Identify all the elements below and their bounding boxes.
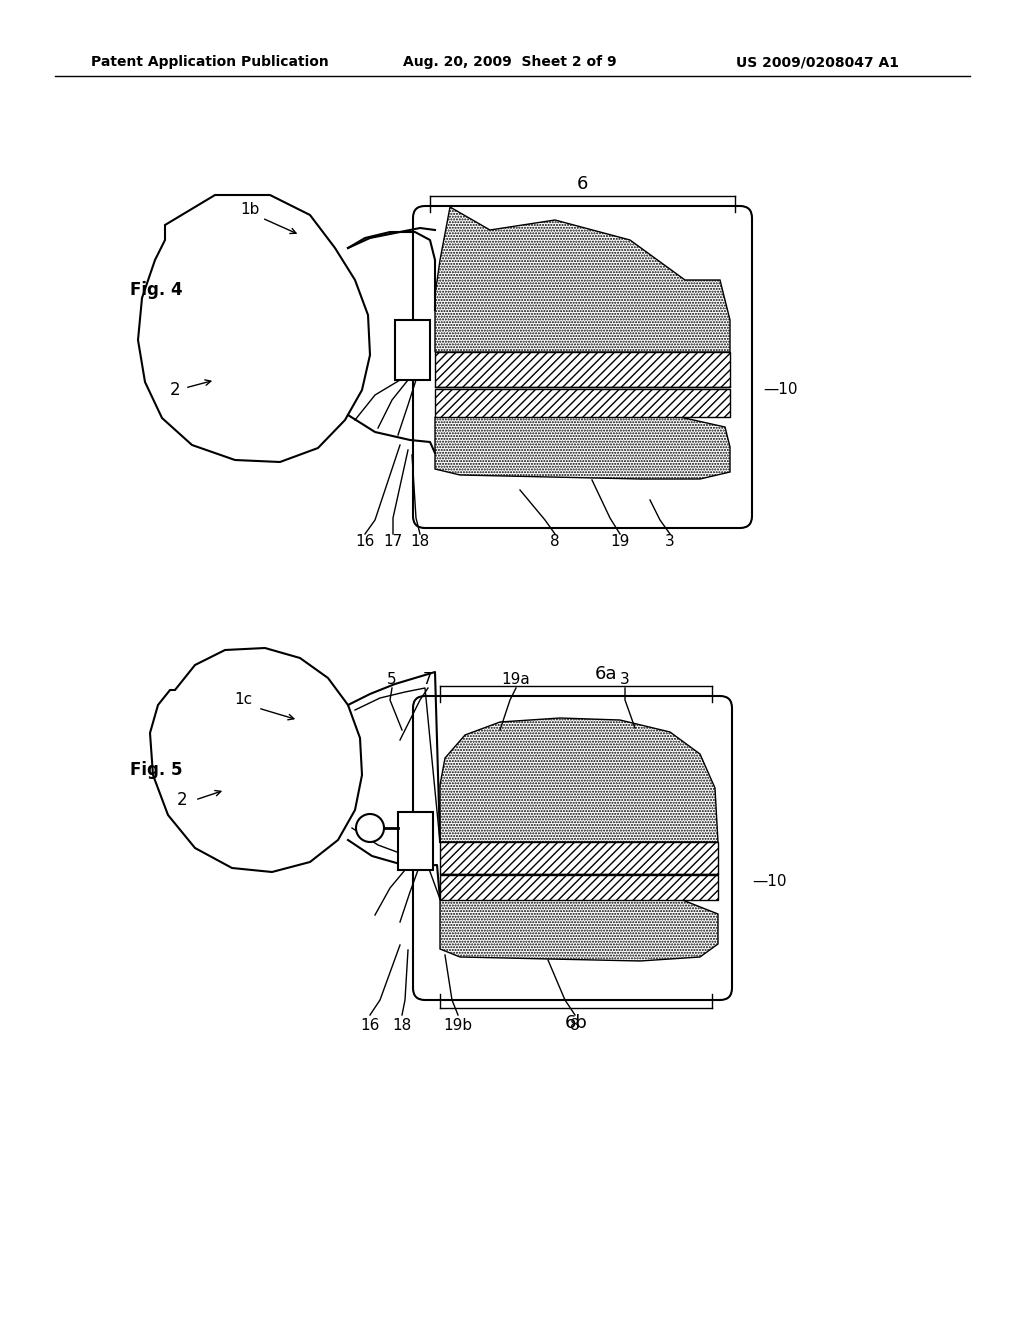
Text: 18: 18 bbox=[392, 1018, 412, 1032]
Text: —10: —10 bbox=[763, 383, 798, 397]
Text: —10: —10 bbox=[752, 874, 786, 890]
Text: 8: 8 bbox=[570, 1018, 580, 1032]
Text: Aug. 20, 2009  Sheet 2 of 9: Aug. 20, 2009 Sheet 2 of 9 bbox=[403, 55, 616, 69]
Text: 1c: 1c bbox=[233, 693, 252, 708]
Text: 8: 8 bbox=[550, 535, 560, 549]
Text: 2: 2 bbox=[177, 791, 187, 809]
Text: 6a: 6a bbox=[595, 665, 617, 682]
Text: 6: 6 bbox=[577, 176, 588, 193]
Text: 3: 3 bbox=[666, 535, 675, 549]
Text: 16: 16 bbox=[355, 535, 375, 549]
Text: 1b: 1b bbox=[241, 202, 260, 218]
Bar bbox=[440, 842, 718, 874]
Bar bbox=[440, 875, 718, 900]
Text: 7: 7 bbox=[423, 672, 433, 688]
Bar bbox=[398, 812, 433, 870]
Text: 18: 18 bbox=[411, 535, 430, 549]
Text: 19: 19 bbox=[610, 535, 630, 549]
Text: 6b: 6b bbox=[564, 1014, 588, 1032]
Text: Fig. 5: Fig. 5 bbox=[130, 762, 182, 779]
Text: 19b: 19b bbox=[443, 1018, 472, 1032]
Text: 17: 17 bbox=[383, 535, 402, 549]
Text: 16: 16 bbox=[360, 1018, 380, 1032]
Bar bbox=[435, 352, 730, 387]
Bar bbox=[435, 389, 730, 417]
Text: US 2009/0208047 A1: US 2009/0208047 A1 bbox=[736, 55, 899, 69]
Text: 5: 5 bbox=[387, 672, 397, 688]
Text: Patent Application Publication: Patent Application Publication bbox=[91, 55, 329, 69]
Bar bbox=[395, 319, 430, 380]
Circle shape bbox=[356, 814, 384, 842]
Text: 3: 3 bbox=[621, 672, 630, 688]
Text: Fig. 4: Fig. 4 bbox=[130, 281, 182, 300]
Text: 19a: 19a bbox=[502, 672, 530, 688]
Text: 2: 2 bbox=[170, 381, 180, 399]
